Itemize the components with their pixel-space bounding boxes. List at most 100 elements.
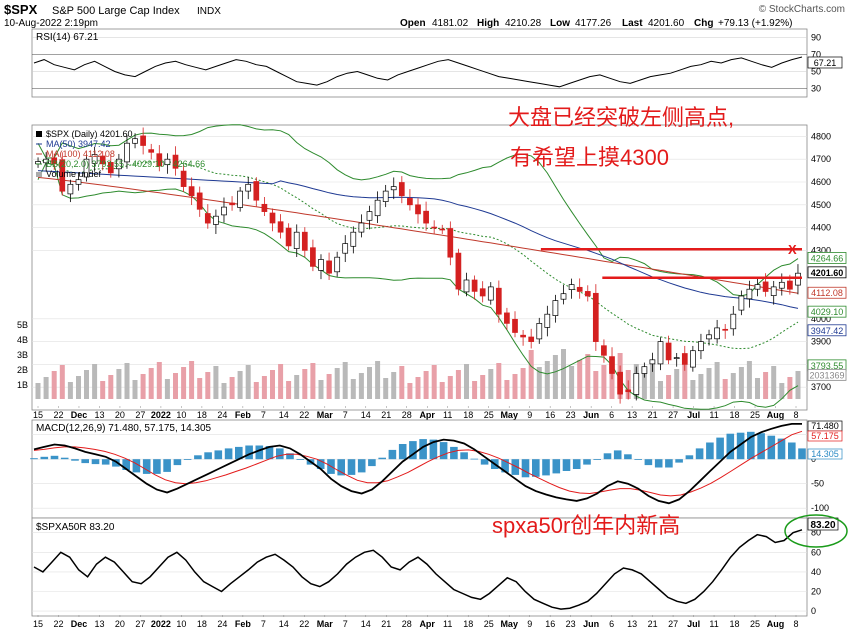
volume-axis: 5B 4B 3B 2B 1B xyxy=(17,320,28,390)
macd-signal-line xyxy=(33,430,803,497)
candle-body xyxy=(398,182,405,197)
date-tick-label: May xyxy=(500,619,518,629)
volume-bars xyxy=(35,349,801,399)
date-tick-label: Aug xyxy=(767,410,785,420)
price-badge-text: 4264.66 xyxy=(811,253,844,263)
date-tick-label: 21 xyxy=(381,619,391,629)
macd-hist-bar xyxy=(439,442,448,460)
candle-body xyxy=(495,287,502,315)
date-tick-label: 7 xyxy=(343,619,348,629)
volume-tick-label: 2B xyxy=(17,365,28,375)
price-badge xyxy=(807,305,847,318)
chg-value: +79.13 (+1.92%) xyxy=(718,18,793,29)
macd-hist-bar xyxy=(255,445,264,460)
macd-hist-bar xyxy=(788,442,796,460)
rsi-panel: RSI(14) 67.21 90 70 50 30 67.21 xyxy=(31,28,843,98)
candle-body xyxy=(318,259,324,271)
candle-body xyxy=(358,222,365,233)
date-tick-label: 22 xyxy=(53,619,63,629)
macd-line xyxy=(33,423,802,505)
date-tick-label: 18 xyxy=(197,619,207,629)
date-tick-label: 25 xyxy=(484,619,494,629)
candle-body xyxy=(43,158,49,164)
volume-bar xyxy=(666,375,672,399)
macd-hist-bar xyxy=(368,459,376,467)
date-tick-label: 13 xyxy=(627,410,637,420)
volume-bar xyxy=(334,368,340,399)
ticker-label: $SPX xyxy=(4,2,38,17)
macd-hist-bar xyxy=(726,433,735,460)
date-tick-label: Feb xyxy=(235,619,252,629)
candle-body xyxy=(762,281,769,292)
volume-tick-label: 5B xyxy=(17,320,28,330)
price-tick-label: 4000 xyxy=(811,314,831,324)
macd-hist-bar xyxy=(122,459,130,470)
volume-bar xyxy=(76,376,81,399)
volume-bar xyxy=(431,365,437,399)
candle-body xyxy=(75,179,82,185)
breadth-legend: $SPXA50R 83.20 xyxy=(36,522,115,533)
candle-body xyxy=(512,318,518,333)
date-tick-label: 7 xyxy=(261,619,266,629)
volume-bar xyxy=(173,373,178,399)
macd-hist-bar xyxy=(40,456,49,460)
candle-body xyxy=(447,228,454,258)
date-tick-label: Feb xyxy=(235,410,252,420)
volume-bar xyxy=(512,374,518,399)
date-tick-label: 16 xyxy=(545,619,555,629)
candle-body xyxy=(690,350,696,368)
rsi-tick-label: 50 xyxy=(811,67,821,77)
volume-bar xyxy=(779,383,785,399)
volume-bar xyxy=(245,365,251,399)
macd-hist-bar xyxy=(757,433,765,460)
macd-hist-bar xyxy=(532,459,540,477)
low-label: Low xyxy=(550,18,570,29)
watermark: © StockCharts.com xyxy=(759,4,845,15)
macd-hist-bar xyxy=(480,459,489,465)
candle-body xyxy=(625,389,632,393)
rsi-legend: RSI(14) 67.21 xyxy=(36,32,99,43)
date-tick-label: 14 xyxy=(361,619,371,629)
volume-bar xyxy=(552,355,558,399)
candle-body xyxy=(107,162,114,174)
macd-badge: 71.480 xyxy=(811,421,839,431)
volume-bar xyxy=(649,364,655,399)
candle-body xyxy=(455,252,462,290)
date-tick-label: 21 xyxy=(648,619,658,629)
date-tick-label: 13 xyxy=(94,410,104,420)
annotation-line-2: 有希望上摸4300 xyxy=(510,145,669,170)
date-tick-label: May xyxy=(500,410,518,420)
candle-body xyxy=(528,336,535,342)
volume-bar xyxy=(302,369,308,399)
low-value: 4177.26 xyxy=(575,18,612,29)
candle-body xyxy=(293,231,300,249)
date-tick-label: 21 xyxy=(381,410,391,420)
high-value: 4210.28 xyxy=(505,18,542,29)
candle-body xyxy=(592,292,599,342)
macd-tick-label: -50 xyxy=(811,479,824,489)
price-badge xyxy=(807,252,847,264)
price-tick-label: 4500 xyxy=(811,200,831,210)
volume-bar xyxy=(221,383,227,399)
macd-hist-bar xyxy=(316,459,325,469)
volume-bar xyxy=(59,365,65,399)
legend-bb: BB(20,2.0) 3793.55 - 4029.10 - 4264.66 xyxy=(46,159,205,169)
macd-hist-bar xyxy=(654,459,663,468)
candle-body xyxy=(536,323,543,340)
macd-hist-bar xyxy=(777,438,786,460)
rsi-line xyxy=(33,56,803,88)
candle-body xyxy=(770,286,777,296)
macd-hist-bar xyxy=(183,459,192,460)
high-label: High xyxy=(477,18,499,29)
volume-bar xyxy=(205,372,211,399)
candle-body xyxy=(374,199,381,217)
volume-bar xyxy=(698,374,704,399)
macd-hist-bar xyxy=(634,459,642,460)
volume-bar xyxy=(278,364,284,399)
volume-bar xyxy=(124,363,130,399)
candle-body xyxy=(552,300,559,316)
candle-body xyxy=(91,154,98,164)
volume-bar xyxy=(682,363,688,399)
volume-bar xyxy=(722,379,728,399)
price-tick-label: 3900 xyxy=(811,337,831,347)
